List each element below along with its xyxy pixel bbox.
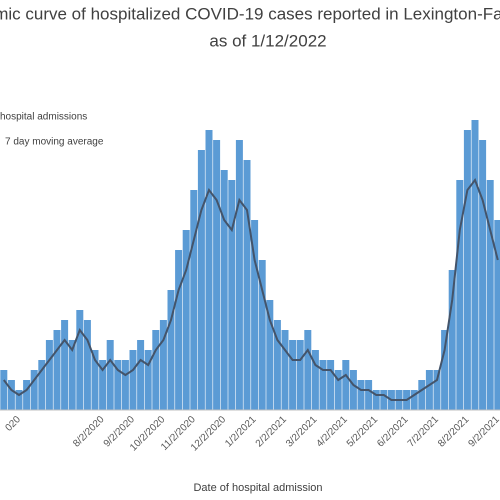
legend-label: hospital admissions bbox=[0, 112, 87, 123]
bar bbox=[448, 270, 456, 410]
bar bbox=[410, 390, 418, 410]
bar bbox=[45, 340, 53, 410]
bar bbox=[349, 370, 357, 410]
bar bbox=[213, 140, 221, 410]
bar bbox=[243, 160, 251, 410]
bar bbox=[494, 220, 500, 410]
bar bbox=[129, 350, 137, 410]
bar bbox=[38, 360, 46, 410]
chart-subtitle: as of 1/12/2022 bbox=[209, 31, 326, 50]
bar bbox=[357, 380, 365, 410]
bar bbox=[99, 360, 107, 410]
bar bbox=[205, 130, 213, 410]
x-tick-label: 5/2/2021 bbox=[345, 414, 381, 450]
x-tick-label: 8/2/2020 bbox=[71, 414, 107, 450]
bar bbox=[61, 320, 69, 410]
bar bbox=[342, 360, 350, 410]
bar bbox=[0, 370, 8, 410]
x-tick-label: 6/2/2021 bbox=[375, 414, 411, 450]
bar bbox=[106, 340, 114, 410]
bar bbox=[7, 380, 15, 410]
bar bbox=[319, 360, 327, 410]
x-tick-label: 1/2/2021 bbox=[223, 414, 259, 450]
bar bbox=[137, 340, 145, 410]
bar bbox=[53, 330, 61, 410]
bar bbox=[365, 380, 373, 410]
x-tick-label: 2/2/2021 bbox=[254, 414, 290, 450]
bar bbox=[289, 340, 297, 410]
bar bbox=[228, 180, 236, 410]
bar bbox=[441, 330, 449, 410]
x-axis-title: Date of hospital admission bbox=[193, 482, 322, 494]
bar bbox=[197, 150, 205, 410]
bar bbox=[182, 230, 190, 410]
bar bbox=[266, 300, 274, 410]
bar bbox=[190, 190, 198, 410]
bar bbox=[327, 360, 335, 410]
bar bbox=[175, 250, 183, 410]
bar bbox=[159, 320, 167, 410]
bar bbox=[273, 320, 281, 410]
bar bbox=[251, 220, 259, 410]
bar bbox=[304, 330, 312, 410]
bar bbox=[334, 370, 342, 410]
bar bbox=[425, 370, 433, 410]
bar bbox=[30, 370, 38, 410]
bar bbox=[15, 390, 23, 410]
bar bbox=[83, 320, 91, 410]
moving-average-line bbox=[3, 177, 499, 401]
x-tick-label: 3/2/2021 bbox=[284, 414, 320, 450]
bar bbox=[479, 140, 487, 410]
bar bbox=[68, 340, 76, 410]
bar bbox=[418, 380, 426, 410]
bar bbox=[114, 360, 122, 410]
bar bbox=[91, 350, 99, 410]
legend-label: 7 day moving average bbox=[5, 137, 104, 148]
x-tick-label: 4/2/2021 bbox=[314, 414, 350, 450]
bar bbox=[121, 360, 129, 410]
bar bbox=[433, 370, 441, 410]
bar bbox=[296, 340, 304, 410]
x-tick-label: 020 bbox=[3, 414, 23, 434]
x-tick-label: 8/2/2021 bbox=[436, 414, 472, 450]
x-tick-label: 7/2/2021 bbox=[406, 414, 442, 450]
bar bbox=[167, 290, 175, 410]
bar bbox=[144, 350, 152, 410]
bar bbox=[76, 310, 84, 410]
bar bbox=[372, 390, 380, 410]
bar bbox=[258, 260, 266, 410]
bar bbox=[380, 390, 388, 410]
bar bbox=[220, 170, 228, 410]
bar bbox=[235, 140, 243, 410]
bar bbox=[463, 130, 471, 410]
bar bbox=[456, 180, 464, 410]
bar bbox=[486, 180, 494, 410]
bar bbox=[152, 330, 160, 410]
bar bbox=[471, 120, 479, 410]
bar bbox=[311, 350, 319, 410]
chart-title: emic curve of hospitalized COVID-19 case… bbox=[0, 4, 500, 23]
bar bbox=[23, 380, 31, 410]
x-tick-label: 9/2/2021 bbox=[466, 414, 500, 450]
bar bbox=[281, 330, 289, 410]
